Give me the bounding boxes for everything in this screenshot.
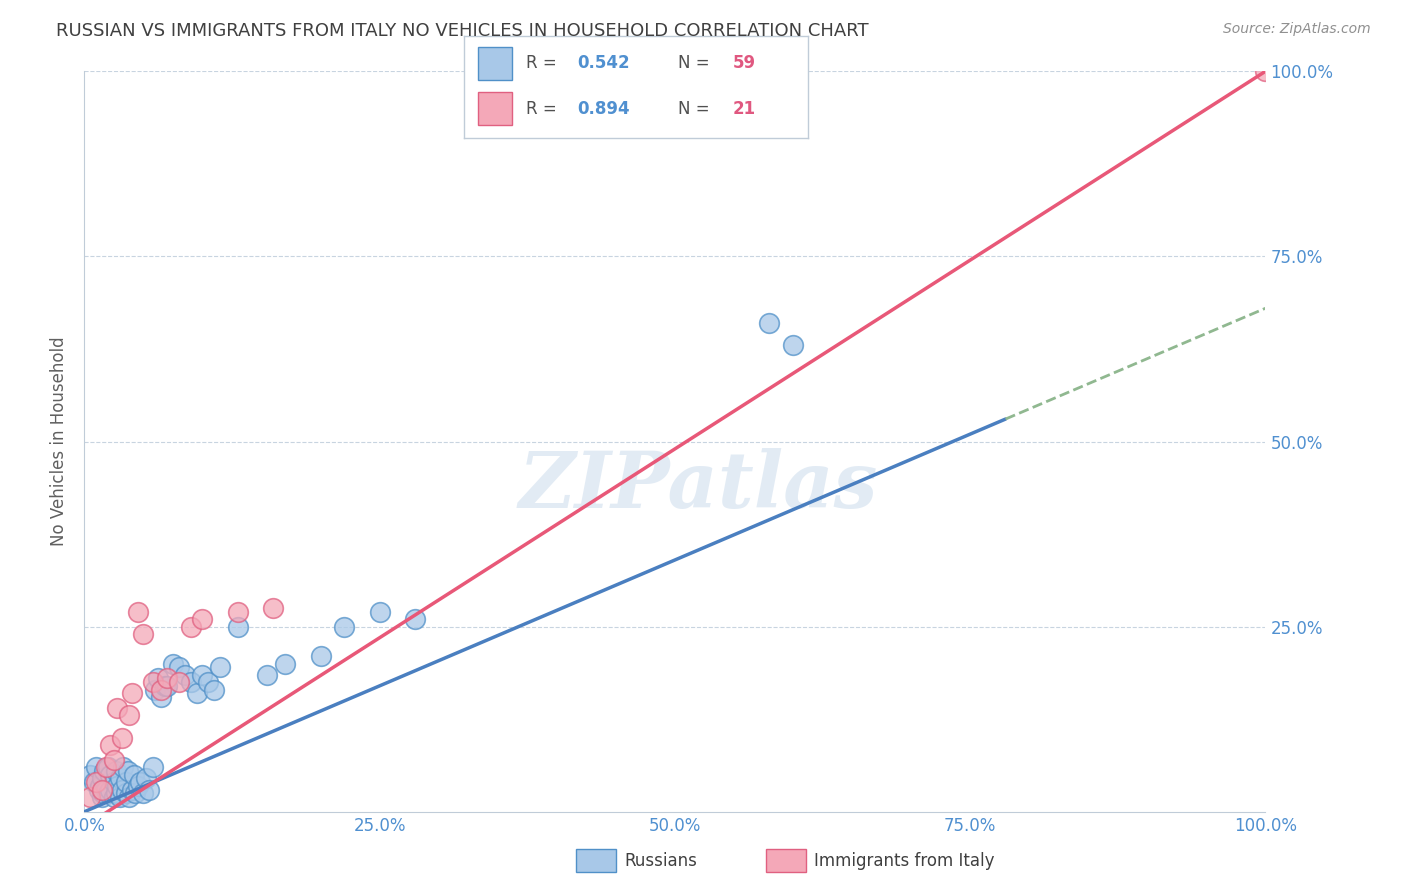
Point (112, 760, 135, 774)
Point (111, 731, 134, 745)
Text: R =: R = (526, 100, 562, 118)
Point (186, 686, 208, 700)
Point (135, 772, 157, 786)
Point (191, 612, 214, 626)
Point (758, 316, 780, 330)
Point (197, 675, 219, 690)
Point (150, 682, 173, 697)
Point (191, 667, 214, 681)
Point (333, 619, 356, 633)
Point (79, 767, 101, 781)
Point (111, 782, 134, 797)
Point (202, 682, 225, 697)
Point (143, 682, 166, 697)
Point (162, 657, 184, 671)
Point (83, 775, 105, 789)
Point (173, 667, 195, 681)
Point (97, 786, 120, 800)
Bar (478, 92, 512, 125)
Text: 0.894: 0.894 (578, 100, 630, 118)
Point (127, 779, 149, 793)
Text: N =: N = (678, 100, 714, 118)
Point (121, 782, 143, 797)
Point (124, 786, 146, 800)
Point (97, 760, 120, 774)
Point (117, 764, 139, 778)
Point (167, 660, 190, 674)
Point (142, 675, 165, 690)
Point (121, 686, 143, 700)
Point (262, 601, 284, 615)
Point (107, 779, 129, 793)
Point (132, 627, 155, 641)
Point (94, 782, 117, 797)
Point (87, 782, 110, 797)
Point (118, 789, 141, 804)
Point (156, 672, 179, 686)
Point (404, 612, 426, 626)
Text: 21: 21 (733, 100, 756, 118)
Point (226, 605, 249, 619)
Text: R =: R = (526, 54, 562, 72)
Point (782, 338, 804, 352)
Point (118, 708, 141, 723)
Point (107, 701, 129, 715)
Y-axis label: No Vehicles in Household: No Vehicles in Household (51, 336, 69, 547)
Point (91, 789, 114, 804)
Point (156, 679, 179, 693)
Point (256, 667, 278, 681)
Point (274, 657, 297, 671)
Point (98, 738, 121, 752)
Text: Russians: Russians (624, 852, 697, 870)
Point (91, 782, 114, 797)
Point (84, 775, 107, 789)
Point (128, 775, 150, 789)
Point (108, 789, 131, 804)
Text: 59: 59 (733, 54, 756, 72)
Point (138, 782, 160, 797)
Point (103, 753, 125, 767)
Point (103, 775, 125, 789)
Point (84, 760, 107, 774)
Point (89, 779, 111, 793)
Point (98, 767, 121, 781)
Text: N =: N = (678, 54, 714, 72)
Point (103, 789, 125, 804)
Point (309, 649, 332, 664)
Text: Source: ZipAtlas.com: Source: ZipAtlas.com (1223, 22, 1371, 37)
Text: ZIPatlas: ZIPatlas (519, 448, 879, 524)
Text: Immigrants from Italy: Immigrants from Italy (814, 852, 994, 870)
Point (105, 764, 128, 778)
Point (108, 772, 131, 786)
Point (132, 786, 155, 800)
Point (122, 767, 145, 781)
Point (105, 786, 128, 800)
Point (127, 605, 149, 619)
Point (79, 789, 101, 804)
Point (146, 672, 169, 686)
Point (180, 675, 202, 690)
Point (114, 775, 136, 789)
Point (368, 605, 391, 619)
Point (93, 764, 115, 778)
Text: RUSSIAN VS IMMIGRANTS FROM ITALY NO VEHICLES IN HOUSEHOLD CORRELATION CHART: RUSSIAN VS IMMIGRANTS FROM ITALY NO VEHI… (56, 22, 869, 40)
Bar (478, 47, 512, 79)
Text: 0.542: 0.542 (578, 54, 630, 72)
Point (94, 760, 117, 774)
Point (209, 660, 232, 674)
Point (91, 786, 114, 800)
Point (167, 675, 190, 690)
Point (114, 786, 136, 800)
Point (1254, 64, 1277, 78)
Point (153, 679, 176, 693)
Point (226, 619, 249, 633)
Point (142, 760, 165, 774)
Point (150, 690, 173, 704)
Point (180, 619, 202, 633)
Point (91, 772, 114, 786)
Point (98, 782, 121, 797)
